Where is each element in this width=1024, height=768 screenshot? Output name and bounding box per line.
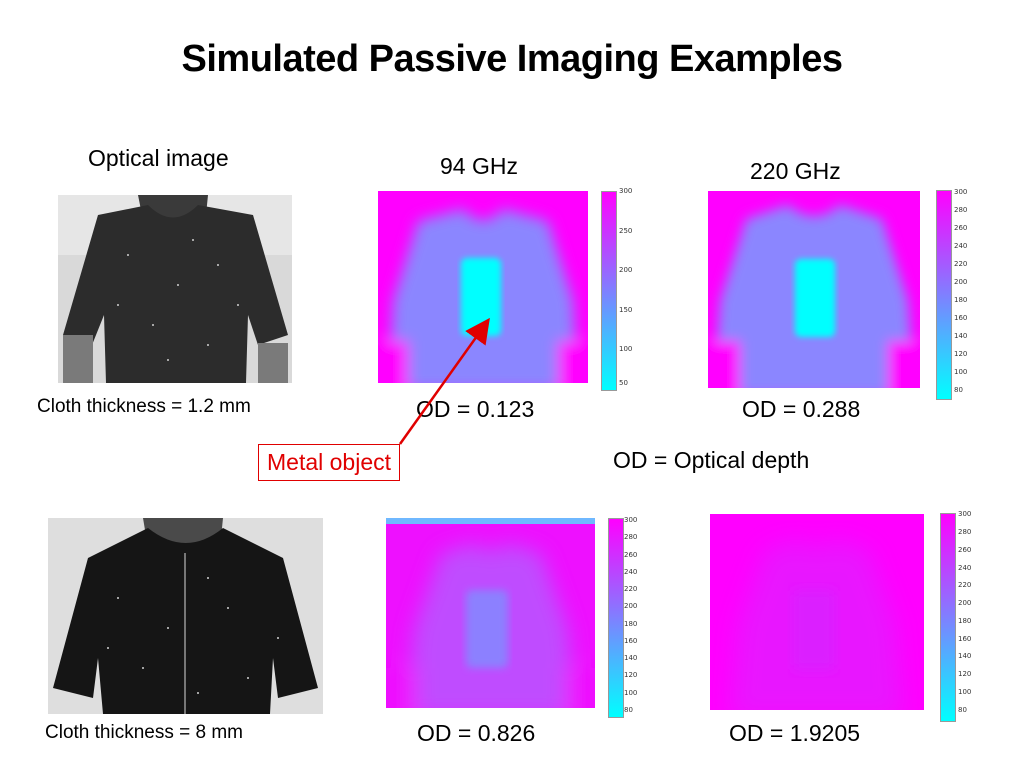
colorbar-220ghz-bottom: [940, 513, 956, 722]
tick-label: 180: [624, 619, 638, 628]
tick-label: 50: [619, 379, 628, 388]
tick-label: 240: [954, 242, 968, 251]
tick-label: 200: [954, 278, 968, 287]
colorbar-94ghz-bottom: [608, 518, 624, 718]
colorbar-94ghz-top: [601, 191, 617, 391]
tick-label: 200: [619, 266, 633, 275]
tick-label: 200: [958, 599, 972, 608]
tick-label: 120: [958, 670, 972, 679]
colorbar-ticks-94ghz-top: 300 250 200 150 100 50: [619, 187, 643, 389]
tick-label: 280: [954, 206, 968, 215]
sim-image-220ghz-top: [708, 191, 920, 388]
tick-label: 200: [624, 602, 638, 611]
tick-label: 80: [958, 706, 967, 714]
od-bottom-94: OD = 0.826: [417, 720, 536, 746]
tick-label: 300: [954, 188, 968, 196]
od-definition: OD = Optical depth: [613, 447, 810, 473]
od-bottom-220: OD = 1.9205: [729, 720, 861, 746]
colorbar-ticks-220ghz-bottom: 300 280 260 240 220 200 180 160 140 120 …: [958, 510, 982, 714]
freq-94-label: 94 GHz: [440, 153, 518, 179]
od-top-94: OD = 0.123: [416, 396, 535, 422]
colorbar-220ghz-top: [936, 190, 952, 400]
tick-label: 300: [619, 187, 633, 195]
tick-label: 140: [624, 654, 638, 663]
od-top-220: OD = 0.288: [742, 396, 861, 422]
tick-label: 250: [619, 226, 633, 235]
optical-image-label: Optical image: [88, 145, 229, 171]
tick-label: 180: [958, 616, 972, 625]
tick-label: 220: [958, 581, 972, 590]
optical-photo-tshirt: [58, 195, 292, 383]
tick-label: 260: [954, 224, 968, 233]
optical-photo-jacket: [48, 518, 323, 714]
tick-label: 220: [954, 260, 968, 269]
tick-label: 160: [624, 636, 638, 645]
sim-image-220ghz-bottom: [710, 514, 924, 710]
tick-label: 80: [624, 706, 633, 714]
tick-label: 80: [954, 386, 963, 394]
tick-label: 240: [958, 563, 972, 572]
sim-image-94ghz-top: [378, 191, 588, 383]
tick-label: 160: [954, 313, 968, 322]
cloth-thickness-top: Cloth thickness = 1.2 mm: [37, 396, 251, 417]
tick-label: 100: [958, 688, 972, 697]
sim-image-94ghz-bottom: [386, 518, 595, 708]
tick-label: 140: [954, 331, 968, 340]
tick-label: 280: [624, 533, 638, 542]
tick-label: 120: [624, 671, 638, 680]
tick-label: 260: [624, 550, 638, 559]
tick-label: 260: [958, 545, 972, 554]
cloth-thickness-bottom: Cloth thickness = 8 mm: [45, 722, 243, 743]
tick-label: 120: [954, 349, 968, 358]
tick-label: 300: [958, 510, 972, 518]
colorbar-ticks-94ghz-bottom: 300 280 260 240 220 200 180 160 140 120 …: [624, 516, 648, 714]
tick-label: 150: [619, 305, 633, 314]
tick-label: 220: [624, 585, 638, 594]
tick-label: 140: [958, 652, 972, 661]
freq-220-label: 220 GHz: [750, 158, 841, 184]
tick-label: 160: [958, 634, 972, 643]
tick-label: 100: [954, 367, 968, 376]
tick-label: 300: [624, 516, 638, 524]
tick-label: 100: [624, 688, 638, 697]
tick-label: 240: [624, 567, 638, 576]
tick-label: 280: [958, 527, 972, 536]
tick-label: 100: [619, 345, 633, 354]
colorbar-ticks-220ghz-top: 300 280 260 240 220 200 180 160 140 120 …: [954, 188, 978, 394]
tick-label: 180: [954, 295, 968, 304]
metal-object-callout: Metal object: [258, 444, 401, 481]
slide-title: Simulated Passive Imaging Examples: [181, 38, 843, 80]
